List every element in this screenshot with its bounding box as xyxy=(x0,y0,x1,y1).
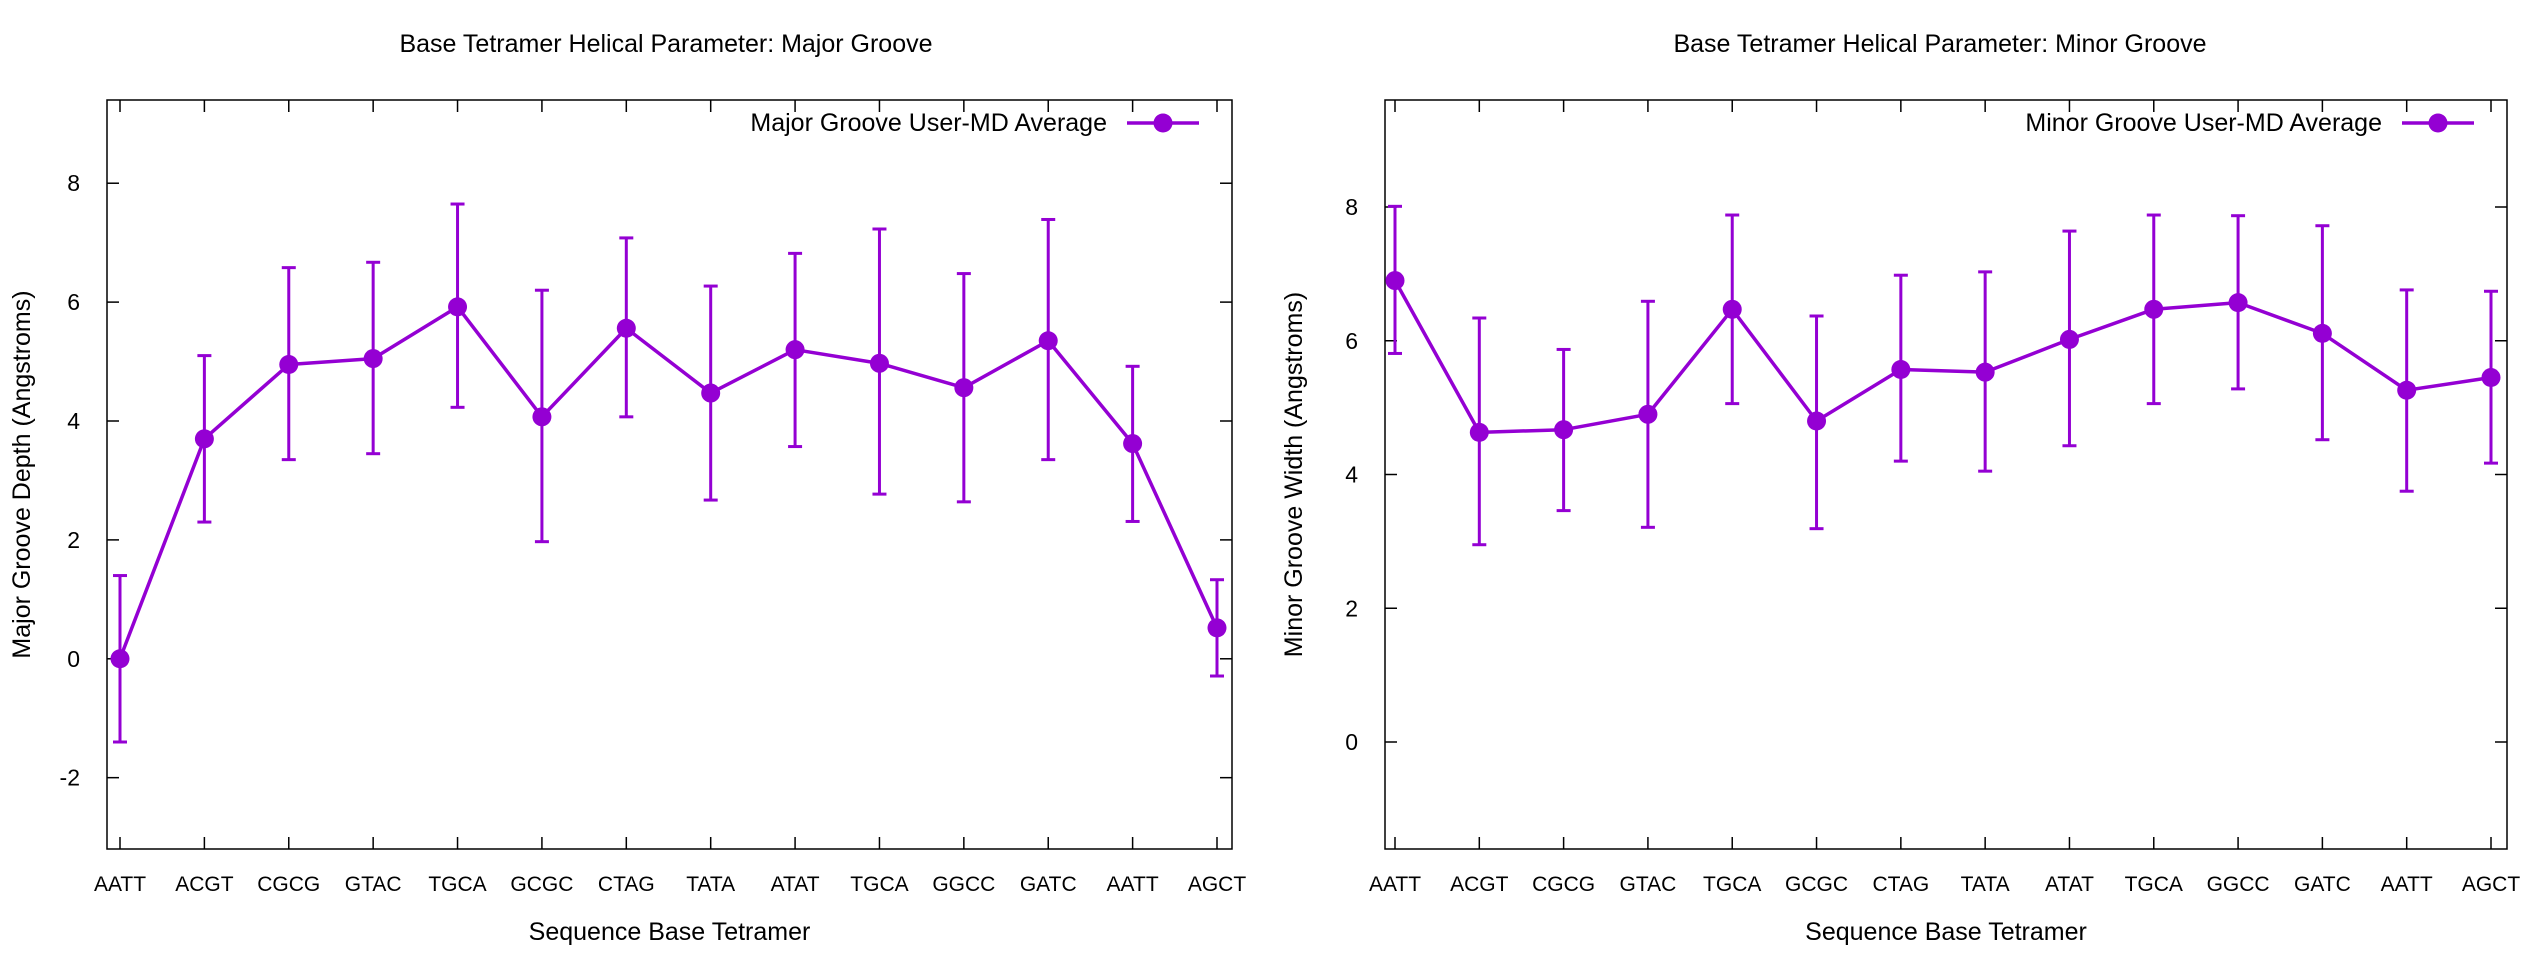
data-point xyxy=(532,407,552,427)
x-tick-label: CGCG xyxy=(1532,873,1595,896)
x-tick-label: GCGC xyxy=(510,873,573,896)
y-tick-label: 2 xyxy=(1345,595,1358,621)
x-tick-label: AGCT xyxy=(2462,873,2521,896)
plot-frame xyxy=(106,99,1233,850)
y-tick-label: 0 xyxy=(1345,729,1358,755)
data-point xyxy=(2144,299,2164,319)
x-tick-label: GGCC xyxy=(2207,873,2270,896)
y-axis-label: Major Groove Depth (Angstroms) xyxy=(8,290,36,658)
x-tick-label: AATT xyxy=(1107,873,1159,896)
x-tick-label: AATT xyxy=(1369,873,1421,896)
y-tick-label: 8 xyxy=(67,170,80,196)
x-tick-label: CGCG xyxy=(257,873,320,896)
data-point xyxy=(2481,368,2501,388)
y-axis-label: Minor Groove Width (Angstroms) xyxy=(1280,292,1308,657)
y-tick-label: -2 xyxy=(60,765,80,791)
y-tick-label: 6 xyxy=(67,289,80,315)
data-point xyxy=(1038,331,1058,351)
data-point xyxy=(616,318,636,338)
x-tick-label: GATC xyxy=(1020,873,1077,896)
x-axis-label: Sequence Base Tetramer xyxy=(529,918,811,946)
data-point xyxy=(1207,618,1227,638)
data-point xyxy=(363,349,383,369)
data-point xyxy=(785,340,805,360)
y-tick-label: 4 xyxy=(67,408,80,434)
data-point xyxy=(1975,362,1995,382)
data-point xyxy=(2228,293,2248,313)
plot-frame xyxy=(1384,99,2508,850)
data-point xyxy=(1891,360,1911,380)
data-point xyxy=(954,378,974,398)
x-tick-label: GCGC xyxy=(1785,873,1848,896)
x-tick-label: AATT xyxy=(94,873,146,896)
major-groove-chart: Base Tetramer Helical Parameter: Major G… xyxy=(8,30,1246,946)
legend-label: Minor Groove User-MD Average xyxy=(2025,109,2382,137)
y-tick-label: 2 xyxy=(67,527,80,553)
y-tick-label: 6 xyxy=(1345,328,1358,354)
data-point xyxy=(1469,422,1489,442)
minor-groove-chart: Base Tetramer Helical Parameter: Minor G… xyxy=(1280,30,2520,946)
x-tick-label: GTAC xyxy=(1620,873,1677,896)
x-tick-label: AATT xyxy=(2381,873,2433,896)
data-point xyxy=(701,383,721,403)
x-tick-label: GATC xyxy=(2294,873,2351,896)
x-tick-label: GTAC xyxy=(345,873,402,896)
x-tick-label: ACGT xyxy=(175,873,234,896)
x-tick-label: TGCA xyxy=(2125,873,2183,896)
legend-marker xyxy=(1153,113,1173,133)
x-tick-label: ACGT xyxy=(1450,873,1509,896)
data-point xyxy=(2312,323,2332,343)
data-point xyxy=(869,353,889,373)
data-point xyxy=(194,429,214,449)
data-point xyxy=(1554,420,1574,440)
x-tick-label: GGCC xyxy=(932,873,995,896)
data-point xyxy=(110,649,130,669)
x-tick-label: CTAG xyxy=(598,873,655,896)
x-axis-label: Sequence Base Tetramer xyxy=(1805,918,2087,946)
x-tick-label: TGCA xyxy=(1703,873,1761,896)
x-tick-label: ATAT xyxy=(771,873,820,896)
legend-label: Major Groove User-MD Average xyxy=(750,109,1107,137)
x-tick-label: TGCA xyxy=(850,873,908,896)
data-point xyxy=(1807,411,1827,431)
y-tick-label: 0 xyxy=(67,646,80,672)
data-point xyxy=(279,355,299,375)
x-tick-label: CTAG xyxy=(1872,873,1929,896)
data-point xyxy=(1722,299,1742,319)
x-tick-label: AGCT xyxy=(1188,873,1247,896)
chart-title: Base Tetramer Helical Parameter: Minor G… xyxy=(1673,30,2206,58)
data-point xyxy=(1638,404,1658,424)
y-tick-label: 4 xyxy=(1345,462,1358,488)
series-line xyxy=(118,305,1219,660)
data-point xyxy=(448,297,468,317)
x-tick-label: TATA xyxy=(686,873,735,896)
data-point xyxy=(1123,434,1143,454)
data-point xyxy=(1385,271,1405,291)
x-tick-label: TGCA xyxy=(428,873,486,896)
y-tick-label: 8 xyxy=(1345,194,1358,220)
series-line xyxy=(1393,279,2492,435)
x-tick-label: TATA xyxy=(1961,873,2010,896)
data-point xyxy=(2397,380,2417,400)
chart-title: Base Tetramer Helical Parameter: Major G… xyxy=(399,30,932,58)
x-tick-label: ATAT xyxy=(2045,873,2094,896)
data-point xyxy=(2059,329,2079,349)
legend-marker xyxy=(2428,113,2448,133)
